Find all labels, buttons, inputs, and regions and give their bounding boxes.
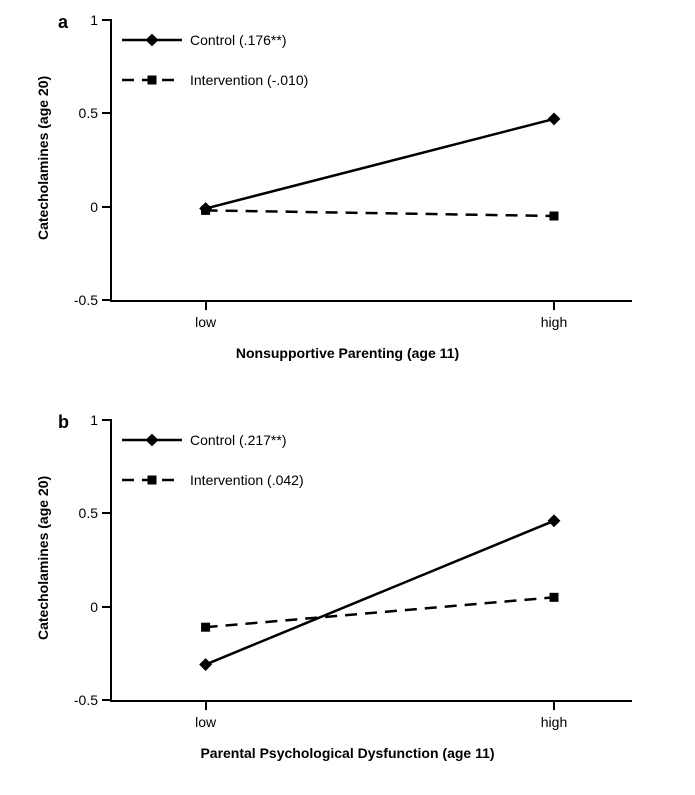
y-tick [102,299,112,301]
y-tick-label: 1 [90,12,98,28]
legend-label: Intervention (-.010) [190,72,308,88]
y-tick-label: 0.5 [79,105,98,121]
series-line-intervention [206,210,554,216]
x-tick [553,700,555,710]
y-tick [102,19,112,21]
legend-label: Control (.176**) [190,32,287,48]
legend-label: Control (.217**) [190,432,287,448]
legend-swatch [122,430,182,450]
legend-item: Control (.217**) [122,430,304,450]
y-tick [102,699,112,701]
x-axis-label-b: Parental Psychological Dysfunction (age … [0,745,695,761]
y-axis-label-a: Catecholamines (age 20) [35,76,51,240]
y-tick [102,112,112,114]
y-tick [102,206,112,208]
panel-b: b Catecholamines (age 20) Control (.217*… [0,390,695,795]
x-tick-label: low [195,314,216,330]
x-tick [553,300,555,310]
legend-item: Intervention (-.010) [122,70,308,90]
x-tick [205,700,207,710]
legend-item: Intervention (.042) [122,470,304,490]
legend-swatch [122,470,182,490]
figure: a Catecholamines (age 20) Control (.176*… [0,0,695,795]
x-axis-label-a: Nonsupportive Parenting (age 11) [0,345,695,361]
y-tick-label: 0.5 [79,505,98,521]
legend-swatch [122,70,182,90]
x-tick-label: high [541,714,567,730]
plot-area-a: Control (.176**)Intervention (-.010) -0.… [110,20,632,302]
legend-swatch [122,30,182,50]
y-tick [102,512,112,514]
panel-label-a: a [58,12,68,33]
legend-a: Control (.176**) Intervention (-.010) [122,30,308,110]
legend-label: Intervention (.042) [190,472,304,488]
panel-a: a Catecholamines (age 20) Control (.176*… [0,0,695,390]
series-line-control [206,119,554,209]
x-tick-label: low [195,714,216,730]
series-line-control [206,521,554,665]
plot-area-b: Control (.217**)Intervention (.042) -0.5… [110,420,632,702]
y-axis-label-b: Catecholamines (age 20) [35,476,51,640]
y-tick-label: -0.5 [74,692,98,708]
legend-item: Control (.176**) [122,30,308,50]
y-tick-label: 1 [90,412,98,428]
x-tick-label: high [541,314,567,330]
y-tick [102,419,112,421]
series-line-intervention [206,597,554,627]
legend-b: Control (.217**) Intervention (.042) [122,430,304,510]
y-tick [102,606,112,608]
panel-label-b: b [58,412,69,433]
y-tick-label: 0 [90,599,98,615]
x-tick [205,300,207,310]
y-tick-label: 0 [90,199,98,215]
y-tick-label: -0.5 [74,292,98,308]
